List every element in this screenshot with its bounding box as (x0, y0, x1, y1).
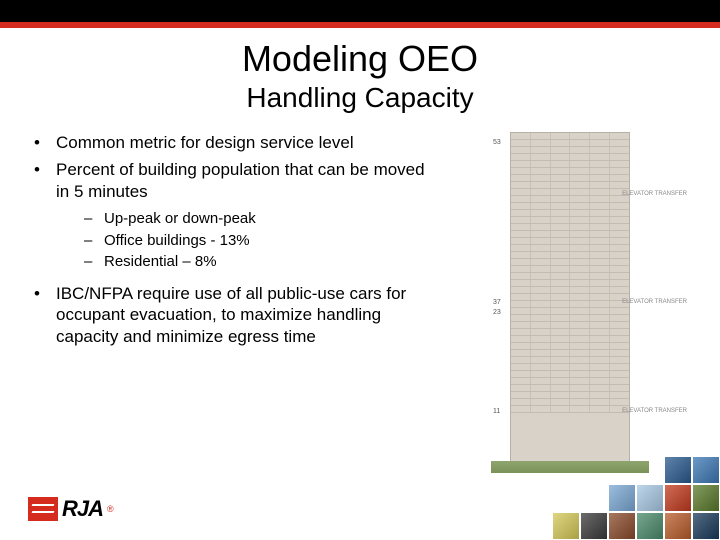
bullet-item: Percent of building population that can … (28, 159, 430, 273)
elevator-transfer-label: ELEVATOR TRANSFER (622, 408, 687, 414)
sub-bullet-item: Up-peak or down-peak (56, 208, 430, 230)
building-floor (511, 399, 629, 406)
building-floor (511, 287, 629, 294)
title-block: Modeling OEO Handling Capacity (0, 38, 720, 114)
building-floor (511, 245, 629, 252)
building-floor (511, 168, 629, 175)
building-floor (511, 231, 629, 238)
mosaic-tile (553, 457, 579, 483)
corner-mosaic (540, 460, 720, 540)
header-bar (0, 0, 720, 28)
mosaic-tile (637, 457, 663, 483)
mosaic-tile (693, 513, 719, 539)
mosaic-tile (581, 513, 607, 539)
floor-number-label: 37 (493, 299, 501, 306)
floor-number-label: 23 (493, 309, 501, 316)
mosaic-tile (581, 457, 607, 483)
mosaic-tile (553, 485, 579, 511)
sub-bullet-item: Office buildings - 13% (56, 230, 430, 252)
building-floor (511, 154, 629, 161)
building-floor (511, 189, 629, 196)
mosaic-tile (637, 513, 663, 539)
building-floor (511, 252, 629, 259)
building-floor (511, 385, 629, 392)
building-floor (511, 280, 629, 287)
mosaic-tile (665, 485, 691, 511)
sub-bullet-item: Residential – 8% (56, 251, 430, 273)
building-floor (511, 203, 629, 210)
building-floor (511, 371, 629, 378)
building-floor (511, 343, 629, 350)
building-floor (511, 308, 629, 315)
bullet-item: IBC/NFPA require use of all public-use c… (28, 283, 430, 347)
building-floor (511, 210, 629, 217)
mosaic-tile (609, 513, 635, 539)
building-floor (511, 329, 629, 336)
mosaic-tile (609, 485, 635, 511)
building-floor (511, 147, 629, 154)
building-floor (511, 350, 629, 357)
floor-number-label: 53 (493, 139, 501, 146)
bullet-list: Common metric for design service level Pe… (28, 132, 430, 347)
building-floor (511, 161, 629, 168)
logo-mark-icon (28, 497, 58, 521)
mosaic-tile (553, 513, 579, 539)
building-floor (511, 217, 629, 224)
building-floor (511, 259, 629, 266)
building-floor (511, 301, 629, 308)
building-floor (511, 364, 629, 371)
building-floor (511, 378, 629, 385)
building-floor (511, 196, 629, 203)
building-floor (511, 182, 629, 189)
building-floor (511, 266, 629, 273)
content-area: Common metric for design service level Pe… (0, 132, 720, 462)
mosaic-tile (665, 513, 691, 539)
mosaic-tile (609, 457, 635, 483)
building-floor (511, 175, 629, 182)
building-floor (511, 357, 629, 364)
elevator-transfer-label: ELEVATOR TRANSFER (622, 299, 687, 305)
building-floor (511, 406, 629, 413)
building-floor (511, 322, 629, 329)
bullet-item: Common metric for design service level (28, 132, 430, 153)
building-column: 53 37 23 11 ELEVATOR TRANSFER ELEVATOR TRANSF… (440, 132, 700, 462)
mosaic-tile (581, 485, 607, 511)
mosaic-tile (665, 457, 691, 483)
elevator-transfer-label: ELEVATOR TRANSFER (622, 191, 687, 197)
building-graphic: 53372311ELEVATOR TRANSFERELEVATOR TRANSF… (510, 132, 630, 462)
building-floor (511, 315, 629, 322)
sub-bullet-list: Up-peak or down-peakOffice buildings - 1… (56, 208, 430, 273)
mosaic-tile (693, 457, 719, 483)
slide-subtitle: Handling Capacity (0, 82, 720, 114)
logo-text: RJA (62, 496, 103, 522)
building-floor (511, 336, 629, 343)
building-floor (511, 273, 629, 280)
logo: RJA ® (28, 496, 114, 522)
building-floor (511, 392, 629, 399)
registered-icon: ® (107, 504, 114, 514)
mosaic-tile (637, 485, 663, 511)
floor-number-label: 11 (493, 408, 500, 415)
bullet-column: Common metric for design service level Pe… (28, 132, 440, 462)
building-floor (511, 133, 629, 140)
slide-title: Modeling OEO (0, 38, 720, 80)
building-floor (511, 224, 629, 231)
building-floor (511, 238, 629, 245)
building-floor (511, 140, 629, 147)
mosaic-tile (693, 485, 719, 511)
building-floor (511, 294, 629, 301)
